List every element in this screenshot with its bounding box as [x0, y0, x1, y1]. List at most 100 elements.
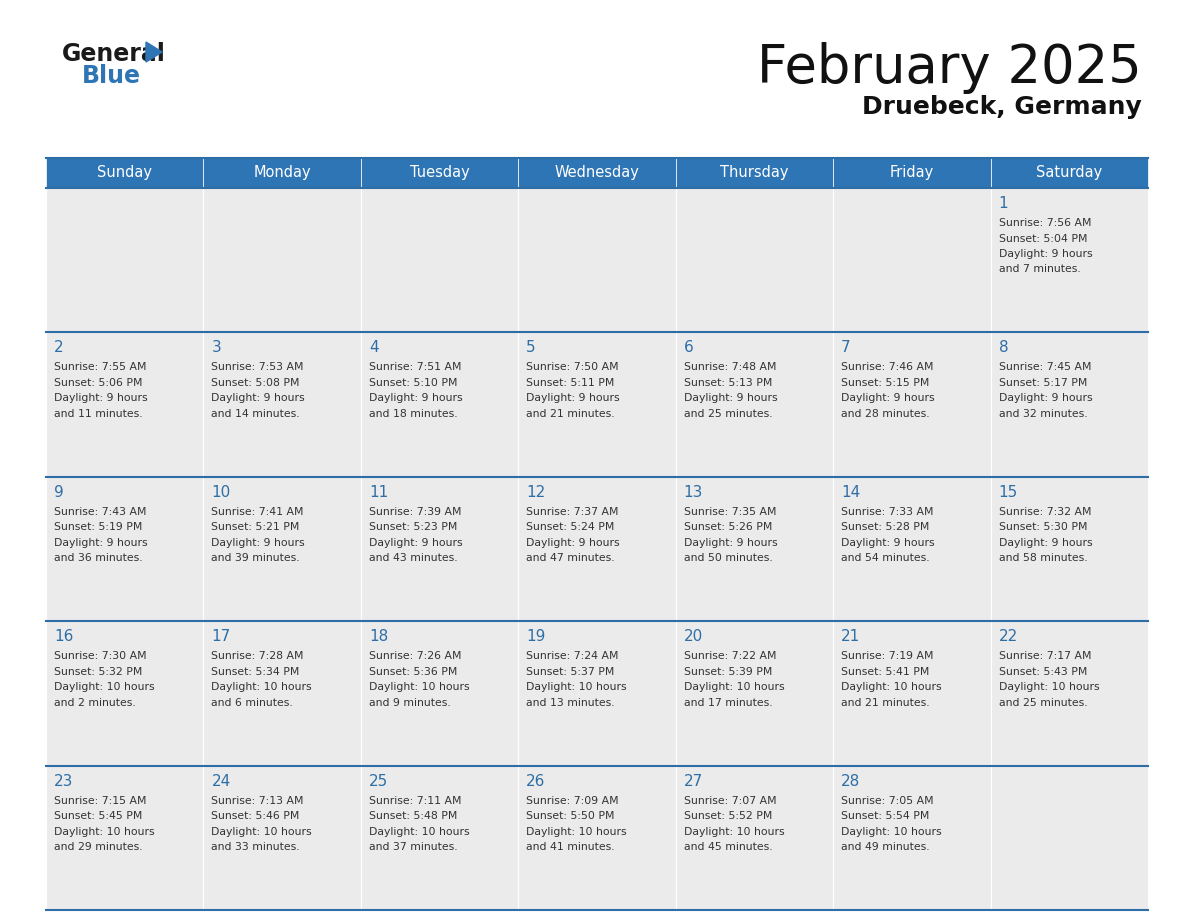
Text: Sunrise: 7:43 AM: Sunrise: 7:43 AM: [53, 507, 146, 517]
Text: and 21 minutes.: and 21 minutes.: [526, 409, 615, 419]
Text: 18: 18: [368, 629, 388, 644]
Text: Sunrise: 7:48 AM: Sunrise: 7:48 AM: [684, 363, 776, 373]
Text: Sunset: 5:06 PM: Sunset: 5:06 PM: [53, 378, 143, 388]
Text: Sunset: 5:08 PM: Sunset: 5:08 PM: [211, 378, 299, 388]
Text: and 39 minutes.: and 39 minutes.: [211, 554, 301, 564]
Text: Sunrise: 7:15 AM: Sunrise: 7:15 AM: [53, 796, 146, 806]
Text: Daylight: 10 hours: Daylight: 10 hours: [684, 682, 784, 692]
Bar: [46, 158, 203, 188]
Text: Sunrise: 7:28 AM: Sunrise: 7:28 AM: [211, 651, 304, 661]
Text: 15: 15: [999, 485, 1018, 499]
Text: and 14 minutes.: and 14 minutes.: [211, 409, 301, 419]
Text: Sunrise: 7:45 AM: Sunrise: 7:45 AM: [999, 363, 1091, 373]
Bar: [46, 476, 203, 621]
Text: Daylight: 10 hours: Daylight: 10 hours: [999, 682, 1099, 692]
Text: Daylight: 9 hours: Daylight: 9 hours: [53, 538, 147, 548]
Text: Daylight: 9 hours: Daylight: 9 hours: [211, 538, 305, 548]
Text: Sunrise: 7:13 AM: Sunrise: 7:13 AM: [211, 796, 304, 806]
Bar: [676, 766, 833, 910]
Text: Sunrise: 7:51 AM: Sunrise: 7:51 AM: [368, 363, 461, 373]
Text: 25: 25: [368, 774, 388, 789]
Text: and 36 minutes.: and 36 minutes.: [53, 554, 143, 564]
Text: 23: 23: [53, 774, 74, 789]
Text: Daylight: 10 hours: Daylight: 10 hours: [211, 826, 312, 836]
Text: Daylight: 9 hours: Daylight: 9 hours: [53, 394, 147, 403]
Text: 13: 13: [684, 485, 703, 499]
Text: 10: 10: [211, 485, 230, 499]
Text: and 25 minutes.: and 25 minutes.: [999, 698, 1087, 708]
Text: 9: 9: [53, 485, 64, 499]
Text: Sunrise: 7:41 AM: Sunrise: 7:41 AM: [211, 507, 304, 517]
Text: Daylight: 9 hours: Daylight: 9 hours: [526, 394, 620, 403]
Bar: [203, 766, 361, 910]
Text: Sunset: 5:48 PM: Sunset: 5:48 PM: [368, 812, 457, 821]
Text: Daylight: 10 hours: Daylight: 10 hours: [368, 826, 469, 836]
Text: 6: 6: [684, 341, 694, 355]
Text: Sunset: 5:34 PM: Sunset: 5:34 PM: [211, 666, 299, 677]
Text: 17: 17: [211, 629, 230, 644]
Text: and 2 minutes.: and 2 minutes.: [53, 698, 135, 708]
Text: 16: 16: [53, 629, 74, 644]
Text: Daylight: 9 hours: Daylight: 9 hours: [684, 538, 777, 548]
Bar: [518, 158, 676, 188]
Bar: [991, 476, 1148, 621]
Text: Sunrise: 7:05 AM: Sunrise: 7:05 AM: [841, 796, 934, 806]
Bar: [203, 476, 361, 621]
Text: Sunrise: 7:33 AM: Sunrise: 7:33 AM: [841, 507, 934, 517]
Bar: [46, 332, 203, 476]
Text: and 54 minutes.: and 54 minutes.: [841, 554, 930, 564]
Text: and 6 minutes.: and 6 minutes.: [211, 698, 293, 708]
Text: 14: 14: [841, 485, 860, 499]
Text: Sunset: 5:50 PM: Sunset: 5:50 PM: [526, 812, 614, 821]
Text: Daylight: 10 hours: Daylight: 10 hours: [53, 682, 154, 692]
Text: Sunrise: 7:30 AM: Sunrise: 7:30 AM: [53, 651, 146, 661]
Text: and 11 minutes.: and 11 minutes.: [53, 409, 143, 419]
Bar: [676, 621, 833, 766]
Text: Sunset: 5:28 PM: Sunset: 5:28 PM: [841, 522, 929, 532]
Text: Sunday: Sunday: [97, 165, 152, 181]
Bar: [833, 188, 991, 332]
Text: Sunset: 5:41 PM: Sunset: 5:41 PM: [841, 666, 929, 677]
Text: Daylight: 9 hours: Daylight: 9 hours: [211, 394, 305, 403]
Text: Daylight: 9 hours: Daylight: 9 hours: [841, 394, 935, 403]
Bar: [361, 476, 518, 621]
Text: Sunrise: 7:32 AM: Sunrise: 7:32 AM: [999, 507, 1091, 517]
Text: Sunrise: 7:09 AM: Sunrise: 7:09 AM: [526, 796, 619, 806]
Bar: [203, 621, 361, 766]
Text: Wednesday: Wednesday: [555, 165, 639, 181]
Text: Friday: Friday: [890, 165, 934, 181]
Text: and 49 minutes.: and 49 minutes.: [841, 842, 930, 852]
Bar: [991, 332, 1148, 476]
Text: Daylight: 9 hours: Daylight: 9 hours: [684, 394, 777, 403]
Text: General: General: [62, 42, 166, 66]
Text: 7: 7: [841, 341, 851, 355]
Text: Daylight: 10 hours: Daylight: 10 hours: [841, 826, 942, 836]
Text: and 21 minutes.: and 21 minutes.: [841, 698, 930, 708]
Bar: [361, 188, 518, 332]
Bar: [833, 158, 991, 188]
Text: Sunrise: 7:26 AM: Sunrise: 7:26 AM: [368, 651, 461, 661]
Text: and 28 minutes.: and 28 minutes.: [841, 409, 930, 419]
Text: Sunset: 5:43 PM: Sunset: 5:43 PM: [999, 666, 1087, 677]
Text: Sunset: 5:32 PM: Sunset: 5:32 PM: [53, 666, 143, 677]
Text: and 45 minutes.: and 45 minutes.: [684, 842, 772, 852]
Text: 4: 4: [368, 341, 379, 355]
Text: Sunset: 5:39 PM: Sunset: 5:39 PM: [684, 666, 772, 677]
Bar: [361, 158, 518, 188]
Text: Sunrise: 7:07 AM: Sunrise: 7:07 AM: [684, 796, 776, 806]
Bar: [833, 332, 991, 476]
Text: Sunset: 5:45 PM: Sunset: 5:45 PM: [53, 812, 143, 821]
Bar: [361, 332, 518, 476]
Text: Sunset: 5:17 PM: Sunset: 5:17 PM: [999, 378, 1087, 388]
Text: 1: 1: [999, 196, 1009, 211]
Text: Sunset: 5:19 PM: Sunset: 5:19 PM: [53, 522, 143, 532]
Text: and 29 minutes.: and 29 minutes.: [53, 842, 143, 852]
Text: and 32 minutes.: and 32 minutes.: [999, 409, 1087, 419]
Text: Sunrise: 7:55 AM: Sunrise: 7:55 AM: [53, 363, 146, 373]
Bar: [361, 621, 518, 766]
Text: 5: 5: [526, 341, 536, 355]
Text: Daylight: 9 hours: Daylight: 9 hours: [999, 249, 1092, 259]
Bar: [676, 188, 833, 332]
Text: Sunset: 5:21 PM: Sunset: 5:21 PM: [211, 522, 299, 532]
Text: and 33 minutes.: and 33 minutes.: [211, 842, 301, 852]
